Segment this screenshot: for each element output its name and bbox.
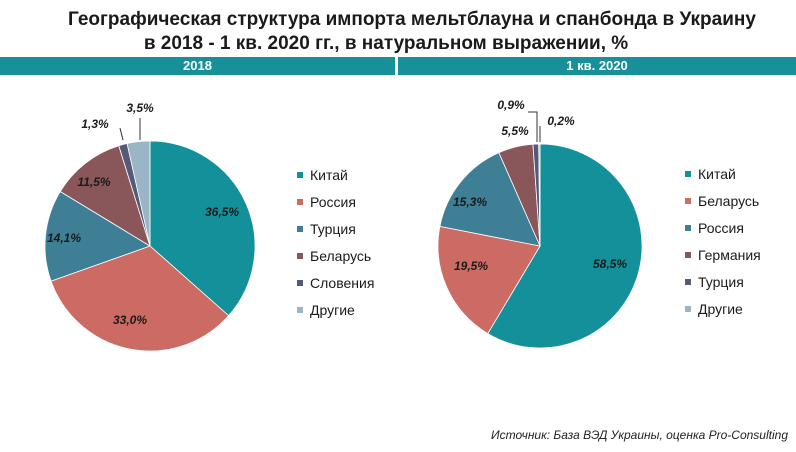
- pie-2020-slice-2: [439, 152, 541, 247]
- pie-2018-leader-4: [119, 127, 124, 141]
- pie-2020-legend-label-3: Германия: [698, 247, 761, 263]
- pie-2018-legend-marker-0: [297, 172, 303, 178]
- pie-2018-slice-3: [59, 145, 151, 247]
- pie-2018-slice-0: [149, 140, 256, 317]
- pie-2020-data-label-3: 5,5%: [501, 124, 529, 138]
- pie-2020-slice-0: [487, 143, 643, 349]
- pie-2020-legend-label-4: Турция: [698, 274, 744, 290]
- pie-2018-legend-label-2: Турция: [310, 221, 356, 237]
- pie-2018-legend-label-1: Россия: [310, 194, 356, 210]
- pie-2018: 36,5% 33,0% 14,1% 11,5% 1,3% 3,5% Китай Россия Т…: [44, 101, 374, 352]
- pie-2018-legend-label-4: Словения: [310, 275, 374, 291]
- chart-title-line-1: Географическая структура импорта мельтбл…: [68, 9, 756, 30]
- pie-2020-legend-label-2: Россия: [698, 220, 744, 236]
- source-note: Источник: База ВЭД Украины, оценка Pro-C…: [491, 428, 788, 442]
- pie-2020-legend-marker-2: [685, 225, 691, 231]
- pie-2018-legend-label-5: Другие: [310, 302, 355, 318]
- pie-2020-leader-4: [528, 111, 538, 142]
- pie-2020: 58,5% 19,5% 15,3% 5,5% 0,9% 0,2% Китай Беларусь…: [437, 98, 761, 349]
- pie-2018-legend-label-3: Беларусь: [310, 248, 371, 264]
- pie-2018-legend-marker-5: [297, 307, 303, 313]
- pie-2018-legend-marker-4: [297, 280, 303, 286]
- pie-2018-legend-marker-3: [297, 253, 303, 259]
- pie-2018-legend-marker-1: [297, 199, 303, 205]
- pie-2020-slice-1: [437, 225, 541, 335]
- pie-2018-slice-2: [44, 190, 151, 282]
- pie-2018-data-label-4: 1,3%: [81, 117, 109, 131]
- pie-2020-data-label-2: 15,3%: [453, 195, 487, 209]
- pie-2020-data-label-1: 19,5%: [454, 259, 488, 273]
- pie-2018-legend-marker-2: [297, 226, 303, 232]
- pie-2020-slice-5: [538, 143, 541, 247]
- pie-2018-legend-label-0: Китай: [310, 167, 348, 183]
- pie-2020-legend-marker-4: [685, 279, 691, 285]
- pie-2018-data-label-3: 11,5%: [77, 175, 110, 189]
- pie-2020-legend-label-5: Другие: [698, 301, 743, 317]
- pie-2020-legend-label-1: Беларусь: [698, 193, 759, 209]
- pie-2018-data-label-0: 36,5%: [205, 205, 239, 219]
- pie-2018-data-label-1: 33,0%: [113, 313, 147, 327]
- pie-2018-data-label-2: 14,1%: [47, 231, 81, 245]
- pie-2018-title: 2018: [183, 58, 212, 73]
- pie-2020-legend-marker-1: [685, 198, 691, 204]
- pie-2020-legend-label-0: Китай: [698, 166, 736, 182]
- pie-2020-data-label-0: 58,5%: [593, 257, 627, 271]
- pie-2020-data-label-5: 0,2%: [547, 114, 575, 128]
- pie-2020-legend-marker-3: [685, 252, 691, 258]
- pie-2018-slice-1: [50, 245, 230, 352]
- pie-2020-header: 1 кв. 2020: [398, 57, 796, 75]
- pie-2018-data-label-5: 3,5%: [126, 101, 154, 115]
- pie-2020-title: 1 кв. 2020: [566, 58, 628, 73]
- pie-2018-header: 2018: [0, 57, 395, 75]
- pie-2018-slice-5: [126, 140, 151, 247]
- pie-2020-data-label-4: 0,9%: [497, 98, 525, 112]
- pie-2020-legend-marker-0: [685, 171, 691, 177]
- pie-2020-legend-marker-5: [685, 306, 691, 312]
- chart-title-line-2: в 2018 - 1 кв. 2020 гг., в натуральном в…: [143, 33, 629, 54]
